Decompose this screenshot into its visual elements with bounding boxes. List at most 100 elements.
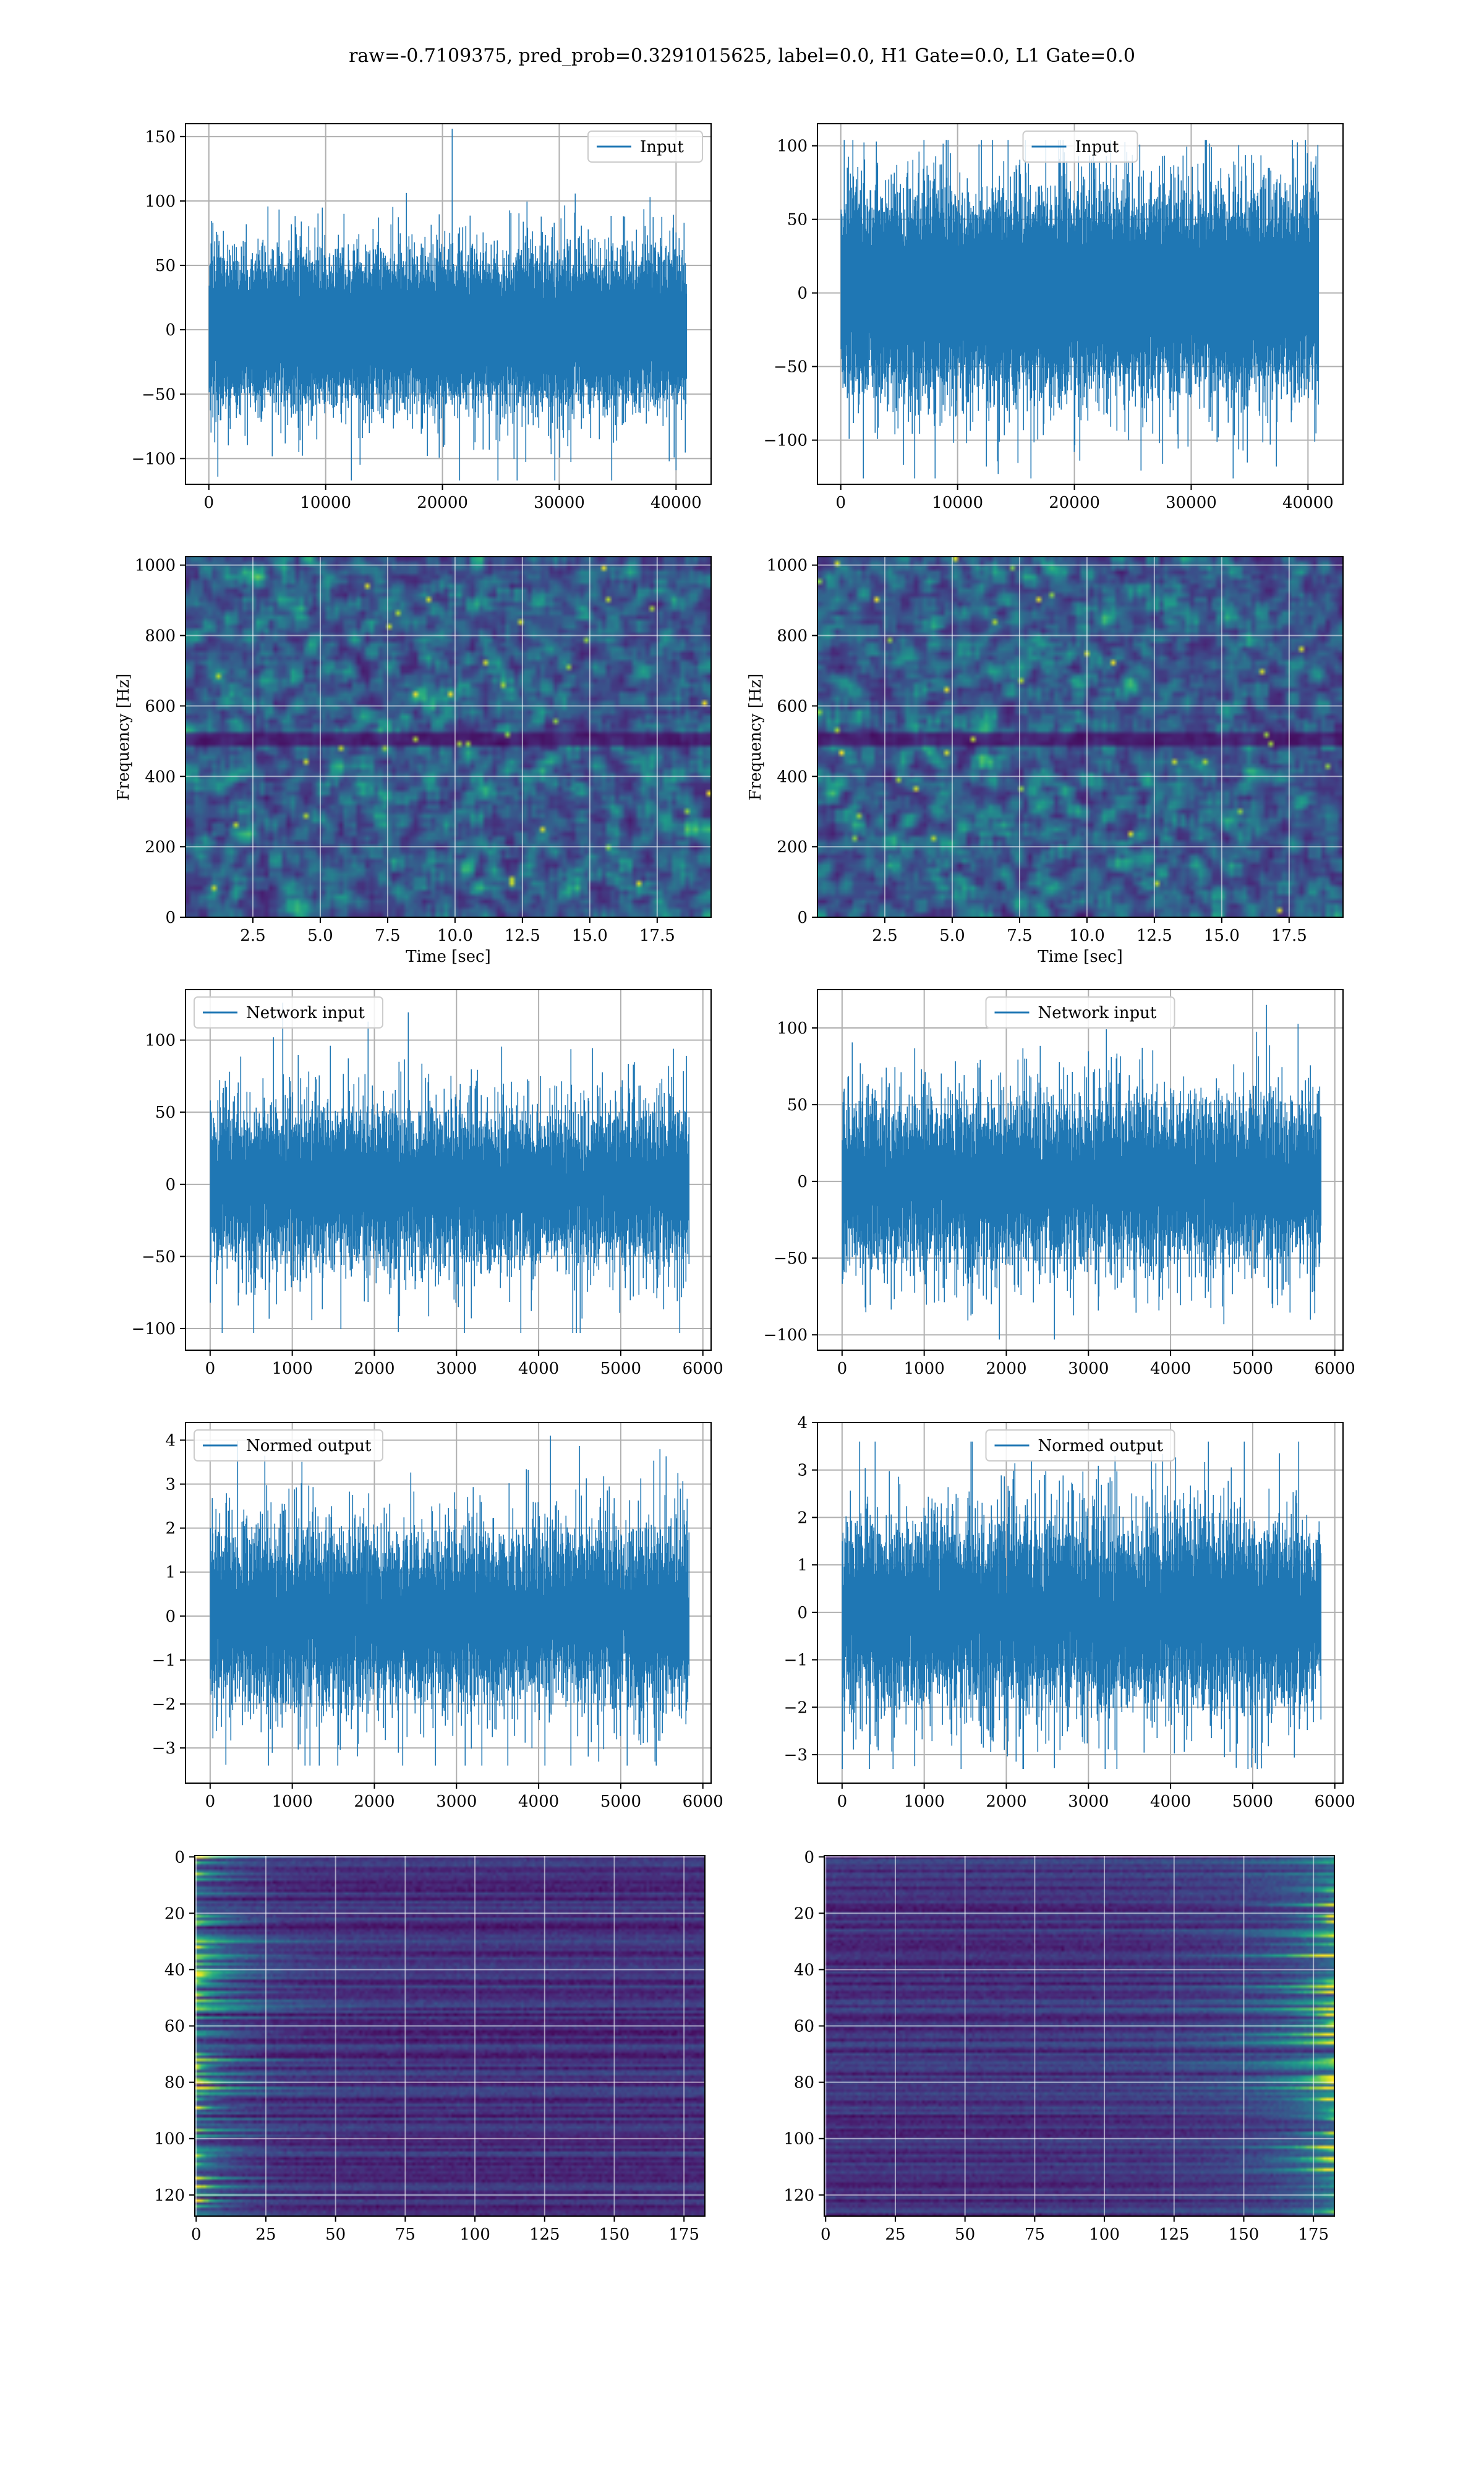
l1-normed-output-xtick-label-5: 5000 — [1232, 1792, 1273, 1811]
l1-feature-map-ytick-label-0: 0 — [804, 1848, 814, 1867]
h1-network-input-ytick-label-4: 100 — [145, 1032, 176, 1050]
l1-feature-map-xtick-label-7: 175 — [1298, 2225, 1329, 2244]
h1-feature-map-frame — [194, 1855, 706, 2217]
l1-network-input-legend-label: Network input — [1038, 1004, 1157, 1022]
l1-input-legend-box — [1022, 131, 1138, 163]
l1-network-input-ytick-label-3: 50 — [787, 1096, 808, 1115]
l1-input-ytick-label-4: 100 — [777, 137, 808, 156]
l1-normed-output-xtick-label-2: 2000 — [986, 1792, 1026, 1811]
l1-normed-output-ytick-label-7: 4 — [797, 1414, 808, 1432]
h1-feature-map-ytick-label-1: 20 — [164, 1904, 185, 1923]
l1-network-input-xtick-label-2: 2000 — [986, 1359, 1026, 1378]
l1-network-input-ytick-label-1: −50 — [774, 1249, 808, 1268]
l1-normed-output-xtick-label-4: 4000 — [1150, 1792, 1191, 1811]
h1-input-ytick-label-4: 100 — [145, 192, 176, 211]
h1-spectrogram-xtick-label-1: 5.0 — [307, 927, 333, 945]
l1-network-input-xtick-label-0: 0 — [837, 1359, 848, 1378]
h1-spectrogram-frame — [185, 556, 712, 918]
h1-input-ytick-label-5: 150 — [145, 128, 176, 147]
l1-network-input-ytick-label-4: 100 — [777, 1019, 808, 1038]
h1-normed-output-xtick-label-2: 2000 — [354, 1792, 394, 1811]
l1-feature-map-ytick-label-1: 20 — [794, 1904, 814, 1923]
h1-network-input-xtick-label-6: 6000 — [683, 1359, 723, 1378]
l1-network-input-xtick-label-1: 1000 — [904, 1359, 945, 1378]
h1-input-legend-label: Input — [640, 138, 684, 156]
h1-normed-output-ytick-label-2: −1 — [152, 1651, 176, 1670]
h1-input-ytick-label-2: 0 — [165, 321, 176, 340]
h1-feature-map-ytick-label-2: 40 — [164, 1961, 185, 1979]
h1-input-xtick-label-3: 30000 — [534, 494, 585, 512]
h1-normed-output-legend-box — [194, 1429, 383, 1462]
l1-feature-map-image — [824, 1856, 1334, 2216]
h1-normed-output-series-line — [210, 1436, 690, 1766]
h1-network-input-legend: Network input — [194, 996, 383, 1029]
panels: 0 10000 20000 30000 40000−100−50050100150Inp… — [114, 123, 1355, 2244]
l1-feature-map-xtick-label-0: 0 — [821, 2225, 831, 2244]
l1-input-xtick-label-2: 20000 — [1049, 494, 1100, 512]
l1-input-series-line — [840, 140, 1320, 479]
h1-feature-map-grid — [195, 1856, 705, 2216]
l1-spectrogram-xtick-label-5: 15.0 — [1204, 927, 1240, 945]
l1-normed-output-xtick-label-1: 1000 — [904, 1792, 945, 1811]
h1-spectrogram-xtick-label-3: 10.0 — [437, 927, 473, 945]
h1-spectrogram-xtick-label-0: 2.5 — [240, 927, 265, 945]
h1-spectrogram-ytick-label-0: 0 — [165, 909, 176, 927]
h1-input-ytick-label-1: −50 — [142, 385, 176, 404]
h1-spectrogram-xlabel: Time [sec] — [406, 948, 491, 966]
l1-feature-map-ytick-label-3: 60 — [794, 2018, 814, 2036]
l1-normed-output-ytick-label-0: −3 — [784, 1746, 808, 1765]
l1-normed-output-xtick-label-3: 3000 — [1068, 1792, 1109, 1811]
h1-input-ytick-label-3: 50 — [155, 257, 176, 275]
h1-normed-output-legend: Normed output — [194, 1429, 383, 1462]
h1-normed-output-xtick-label-6: 6000 — [683, 1792, 723, 1811]
h1-spectrogram-panel: 2.5 5.0 7.5 10.0 12.5 15.0 17.5 0 200 400 600 800 10… — [114, 556, 712, 966]
h1-feature-map-xtick-label-2: 50 — [325, 2225, 346, 2244]
l1-spectrogram-xtick-label-0: 2.5 — [872, 927, 897, 945]
h1-network-input-xtick-label-1: 1000 — [272, 1359, 313, 1378]
l1-network-input-ytick-label-0: −100 — [764, 1326, 808, 1345]
h1-feature-map-image — [195, 1856, 705, 2216]
h1-spectrogram-xtick-label-6: 17.5 — [639, 927, 675, 945]
l1-feature-map-xtick-label-6: 150 — [1229, 2225, 1260, 2244]
h1-input-xtick-label-0: 0 — [204, 494, 215, 512]
h1-normed-output-xtick-label-5: 5000 — [600, 1792, 641, 1811]
h1-spectrogram-ytick-label-3: 600 — [145, 697, 176, 716]
h1-input-panel: 0 10000 20000 30000 40000 −100 −50 0 50 100 150 Inp… — [132, 123, 712, 512]
l1-feature-map-xtick-label-2: 50 — [955, 2225, 975, 2244]
h1-feature-map-xtick-label-7: 175 — [668, 2225, 699, 2244]
h1-network-input-series-line — [210, 1003, 690, 1333]
l1-normed-output-ytick-label-2: −1 — [784, 1651, 808, 1670]
h1-input-xtick-label-4: 40000 — [650, 494, 702, 512]
l1-feature-map-xtick-label-4: 100 — [1089, 2225, 1120, 2244]
l1-normed-output-panel: 0 1000 2000 3000 4000 5000 6000 −3 −2 −1 0 1 2 3 4 Norm… — [784, 1414, 1355, 1811]
h1-normed-output-ytick-label-1: −2 — [152, 1695, 176, 1714]
h1-feature-map-ytick-label-5: 100 — [154, 2130, 185, 2149]
l1-normed-output-ytick-label-4: 1 — [797, 1556, 808, 1575]
l1-normed-output-ytick-label-3: 0 — [797, 1604, 808, 1622]
h1-network-input-legend-box — [194, 996, 383, 1029]
l1-spectrogram-ytick-label-0: 0 — [797, 909, 808, 927]
h1-normed-output-ytick-label-7: 4 — [165, 1431, 176, 1450]
h1-feature-map-xtick-label-6: 150 — [599, 2225, 630, 2244]
l1-normed-output-legend: Normed output — [985, 1429, 1175, 1462]
h1-input-legend-box — [587, 131, 703, 163]
h1-network-input-xtick-label-0: 0 — [205, 1359, 216, 1378]
h1-normed-output-ytick-label-6: 3 — [165, 1476, 176, 1494]
h1-normed-output-legend-label: Normed output — [246, 1437, 372, 1455]
h1-spectrogram-xtick-label-4: 12.5 — [505, 927, 540, 945]
l1-normed-output-legend-box — [985, 1429, 1175, 1462]
l1-normed-output-xtick-label-0: 0 — [837, 1792, 848, 1811]
l1-normed-output-ytick-label-1: −2 — [784, 1698, 808, 1717]
h1-spectrogram-ytick-label-1: 200 — [145, 838, 176, 857]
l1-input-panel: 0 10000 20000 30000 40000 −100 −50 0 50 100 Input — [764, 123, 1344, 512]
h1-feature-map-ytick-label-0: 0 — [174, 1848, 185, 1867]
h1-spectrogram-ytick-label-4: 800 — [145, 627, 176, 646]
l1-input-xtick-label-1: 10000 — [932, 494, 983, 512]
h1-feature-map-ytick-label-4: 80 — [164, 2074, 185, 2092]
h1-normed-output-xtick-label-1: 1000 — [272, 1792, 313, 1811]
h1-normed-output-xtick-label-3: 3000 — [436, 1792, 477, 1811]
l1-feature-map-xtick-label-1: 25 — [885, 2225, 905, 2244]
l1-feature-map-ytick-label-6: 120 — [783, 2186, 814, 2205]
l1-input-ytick-label-0: −100 — [764, 432, 808, 450]
